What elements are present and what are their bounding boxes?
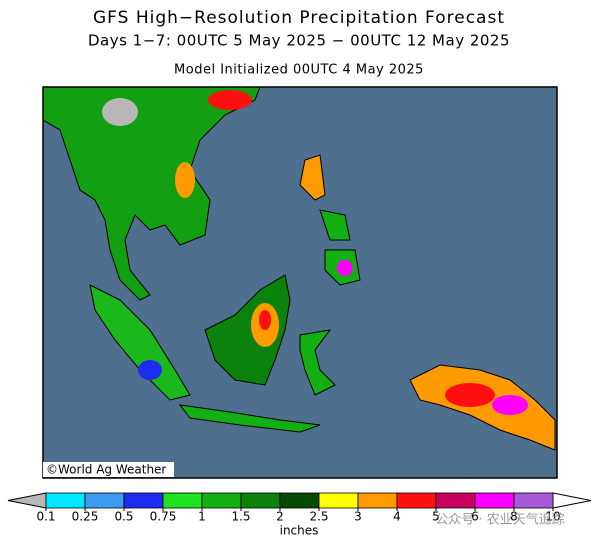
colorbar-tick-label: 1 bbox=[198, 510, 206, 524]
colorbar-segment bbox=[279, 492, 320, 509]
colorbar-segment bbox=[513, 492, 554, 509]
colorbar-tick-label: 1.5 bbox=[231, 510, 250, 524]
colorbar-segment bbox=[474, 492, 515, 509]
credit-box bbox=[43, 462, 174, 477]
colorbar-tick-label: 5 bbox=[432, 510, 440, 524]
colorbar-segment bbox=[396, 492, 437, 509]
colorbar-segment bbox=[357, 492, 398, 509]
colorbar-above bbox=[552, 492, 592, 509]
colorbar: 0.1 0.25 0.5 0.75 1 1.5 2 2.5 3 4 5 6 8 10 bbox=[7, 492, 592, 524]
precip-patches bbox=[102, 90, 528, 415]
colorbar-segment bbox=[84, 492, 125, 509]
subtitle: Days 1−7: 00UTC 5 May 2025 − 00UTC 12 Ma… bbox=[88, 32, 510, 50]
colorbar-tick-label: 2 bbox=[276, 510, 284, 524]
land bbox=[43, 87, 556, 451]
colorbar-segment bbox=[162, 492, 203, 509]
colorbar-tick-label: 0.25 bbox=[72, 510, 99, 524]
colorbar-below bbox=[7, 492, 47, 509]
credit: ©World Ag Weather bbox=[46, 463, 166, 477]
colorbar-tick-label: 4 bbox=[393, 510, 401, 524]
colorbar-tick-label: 10 bbox=[545, 510, 560, 524]
title: GFS High−Resolution Precipitation Foreca… bbox=[93, 8, 505, 28]
colorbar-tick-label: 3 bbox=[354, 510, 362, 524]
colorbar-segment bbox=[318, 492, 359, 509]
colorbar-segment bbox=[201, 492, 242, 509]
watermark: 公众号 · 农业天气追踪 bbox=[435, 512, 564, 528]
colorbar-tick-label: 6 bbox=[471, 510, 479, 524]
colorbar-segment bbox=[435, 492, 476, 509]
map: ©World Ag Weather bbox=[42, 86, 558, 479]
colorbar-segment bbox=[123, 492, 164, 509]
colorbar-tick-label: 2.5 bbox=[309, 510, 328, 524]
colorbar-tick-label: 8 bbox=[510, 510, 518, 524]
colorbar-tick-label: 0.75 bbox=[150, 510, 177, 524]
unit-label: inches bbox=[280, 524, 319, 538]
colorbar-segment bbox=[45, 492, 86, 509]
colorbar-segment bbox=[240, 492, 281, 509]
colorbar-tick-label: 0.1 bbox=[36, 510, 55, 524]
model-run: Model Initialized 00UTC 4 May 2025 bbox=[174, 63, 424, 78]
colorbar-tick-label: 0.5 bbox=[114, 510, 133, 524]
